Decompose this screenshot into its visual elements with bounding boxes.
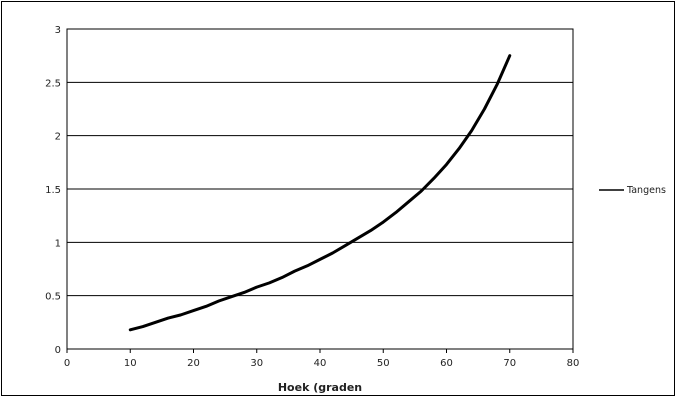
legend: Tangens [599,185,666,196]
y-tick-label: 2.5 [45,78,61,89]
x-tick-label: 40 [314,358,327,369]
x-tick-label: 10 [124,358,137,369]
legend-label-tangens: Tangens [626,185,666,196]
x-tick-label: 60 [440,358,453,369]
y-tick-label: 1 [55,238,61,249]
y-tick-label: 3 [55,25,61,36]
x-tick-label: 70 [503,358,516,369]
x-tick-label: 50 [377,358,390,369]
x-tick-label: 30 [250,358,263,369]
y-tick-label: 0.5 [45,292,61,303]
y-tick-label: 1.5 [45,185,61,196]
x-tick-label: 0 [64,358,70,369]
x-axis-title: Hoek (graden [278,381,362,394]
series-line-0 [128,54,512,332]
x-tick-label: 20 [187,358,200,369]
y-axis-ticks: 0 0.5 1 1.5 2 2.5 3 [45,25,61,356]
grid-lines [67,28,573,350]
series-layer [128,54,512,332]
x-axis-ticks: 0 10 20 30 40 50 60 70 80 [64,349,580,369]
y-tick-label: 0 [55,345,61,356]
x-tick-label: 80 [567,358,580,369]
y-tick-label: 2 [55,132,61,143]
